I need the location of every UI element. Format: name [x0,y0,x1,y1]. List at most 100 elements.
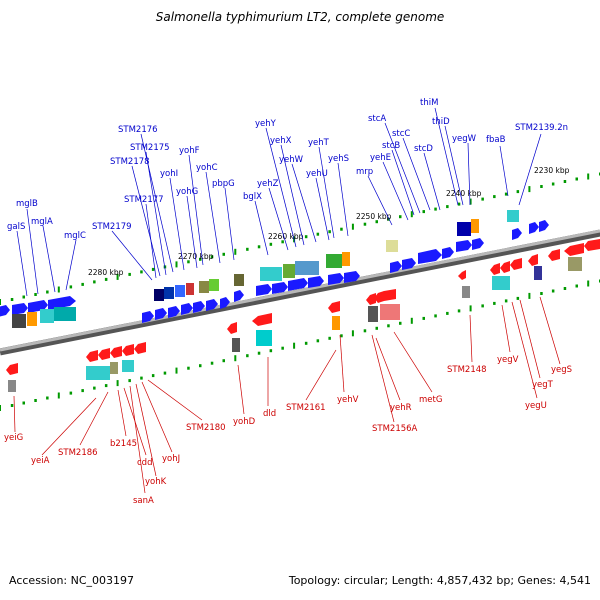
gene-label: yohG [176,187,198,197]
scale-tick [457,202,461,206]
gene-label: STM2175 [130,143,170,153]
feature-block [568,257,582,271]
gene-arrow [110,346,122,358]
scale-tick [587,280,590,287]
gene-arrow [390,261,402,273]
scale-tick [175,367,178,374]
scale-tick [269,349,273,353]
scale-tick [351,330,354,337]
gene-label: yehV [337,395,359,405]
scale-tick [163,371,167,375]
scale-label: 2240 kbp [446,189,482,198]
scale-tick [387,217,390,221]
gene-arrow [0,305,10,317]
scale-tick [493,301,496,305]
scale-tick [10,404,14,407]
scale-tick [587,173,590,180]
scale-tick [563,180,567,183]
scale-tick [151,267,155,271]
gene-label: metG [419,395,442,405]
gene-arrow [380,289,396,301]
gene-arrow [220,297,230,309]
scale-tick [140,376,143,380]
gene-label: STM2186 [58,448,98,458]
gene-label: yeiG [4,433,23,443]
gene-label: mglA [31,217,53,227]
topology-label: Topology: circular; Length: 4,857,432 bp… [288,574,591,587]
gene-label: yehX [270,136,292,146]
gene-label: mglB [16,199,38,209]
scale-tick [328,230,331,234]
scale-tick [328,336,331,340]
gene-arrow [472,238,484,250]
feature-block [209,279,219,291]
scale-tick [104,277,108,281]
gene-arrow [529,222,539,234]
gene-arrow [564,243,584,256]
scale-tick [410,211,413,218]
scale-tick [469,305,472,312]
scale-labels: 2230 kbp 2240 kbp 2250 kbp 2260 kbp 2270… [88,166,570,277]
scale-tick [446,311,449,315]
feature-block [40,309,54,323]
gene-arrow [490,263,500,275]
feature-block [110,362,118,374]
gene-label: STM2178 [110,157,150,167]
scale-tick [363,222,367,226]
gene-label: yehW [279,155,304,165]
gene-arrow [206,299,218,311]
scale-tick [246,354,249,358]
scale-tick [293,342,296,349]
page-title: Salmonella typhimurium LT2, complete gen… [155,10,445,24]
gene-arrow [227,322,237,334]
scale-tick [116,273,119,280]
scale-tick [434,314,437,318]
gene-label: yehY [255,119,277,129]
scale-tick [199,364,202,368]
feature-block [368,306,378,322]
gene-label: yegU [525,401,547,411]
feature-block [164,287,174,299]
gene-label: STM2161 [286,403,326,413]
gene-arrow [48,296,76,310]
scale-tick [22,401,25,405]
gene-label: STM2139.2n [515,123,568,133]
scale-tick [540,185,543,188]
feature-block [342,252,350,266]
scale-tick [104,384,108,388]
gene-arrow [366,293,376,305]
feature-block [232,338,240,352]
gene-label: yohK [145,477,167,487]
feature-block [8,380,16,392]
scale-tick [340,334,343,338]
scale-tick [375,220,378,224]
genome-backbone [0,229,600,356]
gene-label: yehZ [257,179,279,189]
scale-tick [69,391,73,395]
forward-gene-labels [16,107,542,297]
feature-block [256,330,272,346]
scale-tick [481,304,484,308]
scale-tick [351,223,354,230]
scale-tick [281,346,284,350]
scale-tick [199,257,202,261]
gene-arrow [512,228,522,240]
gene-label: yegT [532,380,554,390]
scale-tick [257,245,261,249]
gene-arrow [288,278,308,291]
gene-label: yohF [179,146,200,156]
scale-tick [481,197,484,201]
scale-tick [516,190,520,194]
gene-arrow [458,270,466,280]
feature-block [507,210,519,222]
forward-feature-blocks [12,210,519,328]
gene-label: yegS [551,365,572,375]
scale-tick [57,392,60,399]
gene-label: stcC [392,129,410,139]
gene-arrow [193,301,205,313]
scale-tick [446,205,449,209]
gene-label: yeiA [31,456,50,466]
gene-label: bglX [243,192,262,202]
scale-tick [493,195,496,199]
gene-label: stcD [414,144,433,154]
